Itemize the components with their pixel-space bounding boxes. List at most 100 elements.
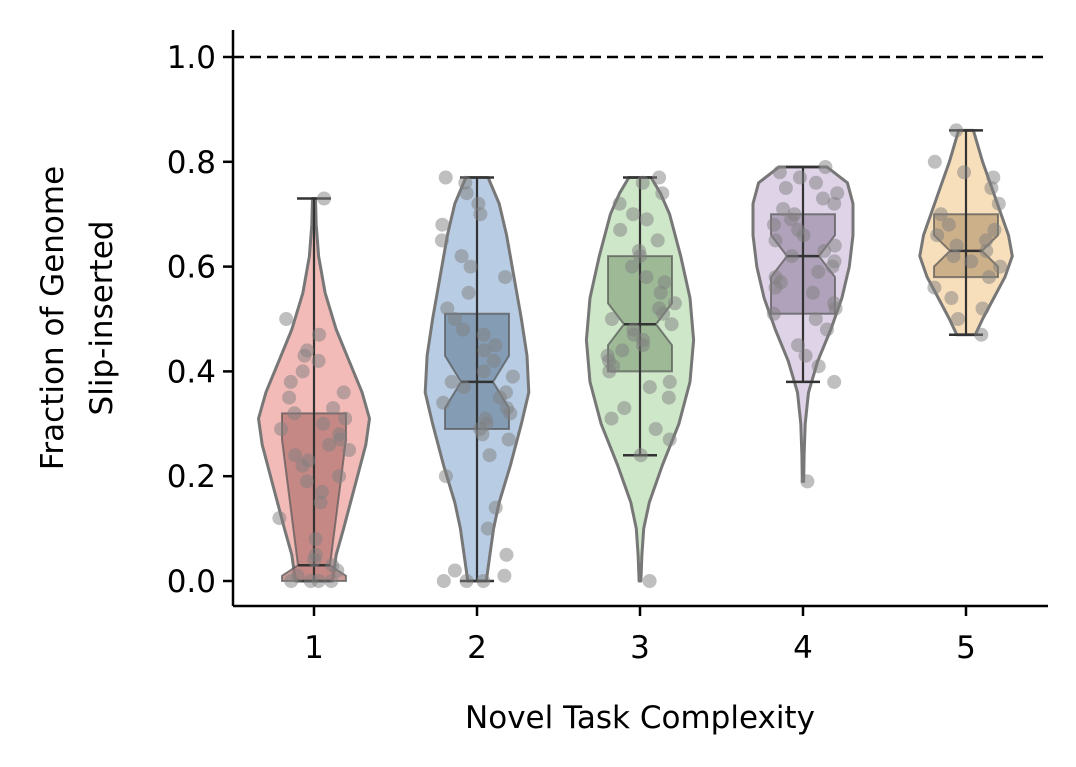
- data-point: [787, 207, 802, 222]
- data-point: [817, 243, 832, 258]
- data-point: [979, 243, 994, 258]
- y-tick-label: 0.4: [167, 354, 216, 390]
- data-point: [288, 448, 303, 463]
- data-point: [982, 270, 996, 285]
- data-point: [461, 285, 476, 300]
- data-point: [326, 401, 341, 416]
- data-point: [476, 574, 491, 588]
- data-point: [325, 558, 340, 573]
- data-point: [438, 469, 453, 484]
- data-point: [322, 437, 337, 452]
- data-point: [791, 222, 806, 237]
- data-point: [809, 175, 823, 190]
- data-point: [303, 574, 318, 588]
- data-point: [287, 406, 302, 421]
- data-point: [436, 395, 451, 410]
- data-point: [642, 380, 657, 395]
- y-tick-label: 0.8: [167, 145, 216, 181]
- data-point: [662, 374, 677, 389]
- data-point: [639, 270, 654, 285]
- data-point: [653, 285, 668, 300]
- data-point: [300, 343, 315, 358]
- violin-group-5: [918, 123, 1014, 342]
- data-point: [617, 401, 632, 416]
- y-tick-label: 1.0: [167, 40, 216, 76]
- data-point: [650, 233, 665, 248]
- data-point: [605, 312, 619, 326]
- data-point: [497, 568, 512, 583]
- data-point: [805, 285, 820, 300]
- x-axis-title: Novel Task Complexity: [465, 700, 815, 736]
- data-point: [784, 249, 799, 264]
- data-point: [471, 196, 486, 211]
- data-point: [792, 170, 807, 185]
- data-point: [434, 233, 449, 248]
- data-point: [827, 196, 842, 211]
- data-point: [927, 154, 942, 169]
- data-point: [664, 317, 679, 332]
- y-tick-label: 0.2: [167, 459, 216, 495]
- data-point: [316, 416, 331, 431]
- violin-group-2: [423, 170, 531, 588]
- data-point: [772, 165, 787, 180]
- x-tick-label: 1: [304, 630, 324, 666]
- x-tick-label: 5: [956, 630, 976, 666]
- data-point: [642, 574, 657, 588]
- data-point: [301, 453, 316, 468]
- data-point: [927, 280, 942, 295]
- data-point: [652, 170, 667, 185]
- data-point: [458, 175, 473, 190]
- data-point: [941, 217, 956, 232]
- y-tick-label: 0.6: [167, 250, 216, 286]
- data-point: [283, 374, 298, 389]
- data-point: [476, 364, 491, 379]
- data-point: [612, 196, 627, 211]
- data-point: [499, 547, 514, 562]
- data-point: [655, 186, 670, 201]
- data-point: [626, 207, 641, 222]
- data-point: [632, 243, 646, 258]
- data-point: [818, 160, 833, 174]
- data-point: [486, 353, 501, 368]
- data-point: [272, 511, 287, 526]
- data-point: [993, 259, 1008, 274]
- data-point: [315, 484, 329, 499]
- data-point: [946, 249, 961, 264]
- data-point: [933, 207, 948, 222]
- data-point: [499, 401, 514, 416]
- x-ticks: 1 2 3 4 5: [304, 606, 976, 666]
- data-point: [499, 385, 513, 400]
- data-point: [456, 322, 470, 337]
- data-point: [625, 259, 639, 274]
- data-point: [808, 312, 823, 326]
- data-point: [827, 254, 842, 269]
- data-point: [800, 474, 815, 489]
- data-point: [324, 574, 339, 588]
- data-point: [447, 563, 462, 578]
- violin-group-1: [257, 191, 371, 588]
- data-point: [317, 191, 332, 206]
- x-tick-label: 4: [793, 630, 813, 666]
- data-point: [791, 338, 805, 353]
- data-point: [944, 291, 959, 305]
- violin-group-4: [751, 160, 855, 489]
- data-point: [979, 233, 994, 248]
- x-tick-label: 3: [630, 630, 650, 666]
- data-point: [308, 547, 323, 562]
- data-point: [820, 322, 834, 337]
- data-point: [827, 374, 842, 389]
- data-point: [436, 574, 451, 588]
- data-point: [648, 422, 663, 436]
- data-point: [811, 359, 826, 374]
- data-point: [613, 222, 628, 237]
- data-point: [488, 500, 503, 515]
- data-point: [662, 432, 677, 447]
- data-point: [987, 222, 1002, 237]
- x-tick-label: 2: [467, 630, 487, 666]
- data-point: [311, 353, 326, 368]
- data-point: [667, 296, 682, 311]
- data-point: [332, 427, 347, 442]
- y-axis-title-line-2: Slip-inserted: [84, 221, 120, 416]
- data-point: [482, 448, 497, 463]
